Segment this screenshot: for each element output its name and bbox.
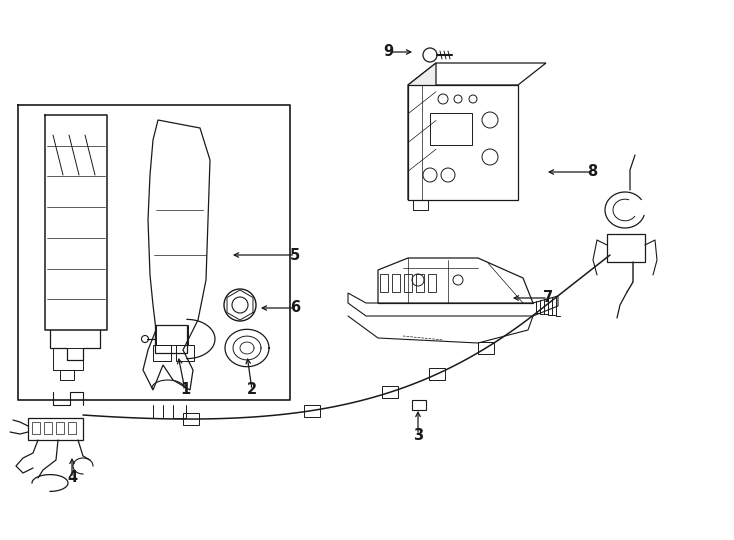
Bar [380, 274, 388, 292]
Text: 9: 9 [383, 44, 393, 59]
Text: 2: 2 [247, 382, 257, 397]
Bar [305, 404, 320, 416]
Bar [56, 422, 64, 434]
Bar [428, 274, 436, 292]
Polygon shape [408, 63, 546, 85]
Bar [53, 348, 83, 370]
Bar [28, 418, 83, 440]
Bar [44, 422, 52, 434]
Bar [404, 274, 412, 292]
Bar [68, 422, 76, 434]
Text: 7: 7 [543, 291, 553, 306]
Text: 5: 5 [290, 247, 300, 262]
Bar [176, 345, 194, 361]
Text: 4: 4 [67, 470, 77, 485]
Bar [184, 413, 200, 425]
Text: 6: 6 [290, 300, 300, 315]
Polygon shape [348, 293, 558, 316]
Bar [430, 113, 472, 145]
Bar [416, 274, 424, 292]
Bar [478, 342, 494, 354]
Bar [392, 274, 400, 292]
Bar [429, 368, 445, 380]
Text: 8: 8 [587, 165, 597, 179]
Text: 1: 1 [180, 382, 190, 397]
Text: 3: 3 [413, 428, 423, 442]
Polygon shape [408, 63, 436, 200]
Bar [60, 370, 74, 380]
Bar [153, 345, 171, 361]
Bar [607, 234, 645, 262]
Bar [408, 85, 518, 200]
Bar [382, 386, 398, 399]
Bar [412, 400, 426, 410]
Bar [155, 325, 187, 353]
Bar [32, 422, 40, 434]
